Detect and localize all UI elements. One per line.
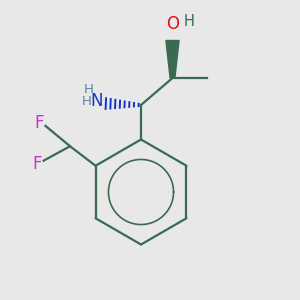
Text: F: F xyxy=(32,155,42,173)
Text: O: O xyxy=(166,15,179,33)
Text: F: F xyxy=(34,114,44,132)
Polygon shape xyxy=(166,40,179,78)
Text: H: H xyxy=(83,82,93,96)
Text: H: H xyxy=(184,14,194,29)
Text: H: H xyxy=(82,94,92,108)
Text: N: N xyxy=(90,92,103,110)
